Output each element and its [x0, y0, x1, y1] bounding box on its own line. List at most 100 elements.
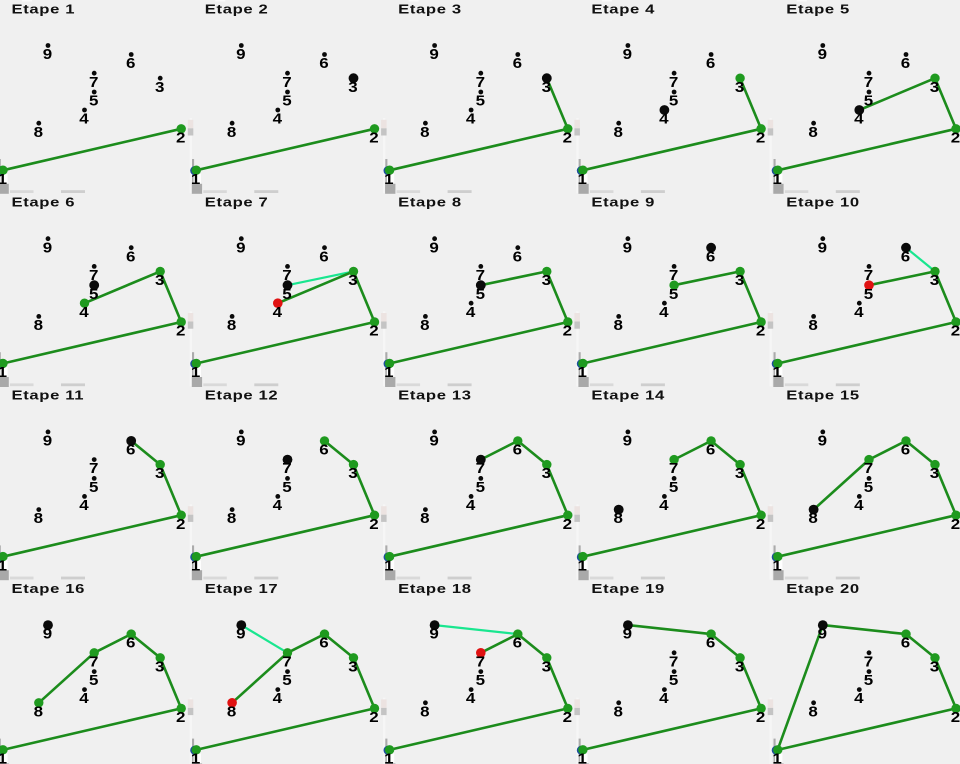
svg-text:3: 3	[155, 659, 165, 675]
svg-text:6: 6	[126, 56, 136, 72]
svg-text:Etape 4: Etape 4	[591, 2, 655, 17]
svg-text:8: 8	[227, 125, 237, 141]
svg-text:5: 5	[89, 287, 99, 303]
svg-text:9: 9	[818, 433, 828, 449]
svg-text:5: 5	[476, 480, 486, 496]
svg-text:8: 8	[420, 511, 430, 527]
svg-text:9: 9	[818, 240, 828, 256]
svg-text:4: 4	[466, 111, 476, 127]
svg-text:7: 7	[864, 75, 874, 91]
svg-text:Etape 8: Etape 8	[398, 195, 462, 210]
svg-text:2: 2	[176, 130, 186, 146]
svg-text:1: 1	[577, 751, 587, 764]
svg-text:8: 8	[808, 704, 818, 720]
svg-text:Etape 6: Etape 6	[12, 195, 76, 210]
svg-text:2: 2	[756, 130, 766, 146]
svg-text:6: 6	[901, 442, 911, 458]
svg-text:2: 2	[563, 323, 573, 339]
svg-text:7: 7	[89, 268, 99, 284]
svg-text:5: 5	[89, 93, 99, 109]
svg-text:Etape 20: Etape 20	[786, 582, 860, 597]
svg-text:Etape 15: Etape 15	[786, 388, 860, 403]
svg-text:5: 5	[89, 480, 99, 496]
svg-text:8: 8	[613, 125, 623, 141]
svg-text:2: 2	[176, 710, 186, 726]
svg-text:7: 7	[89, 461, 99, 477]
svg-text:6: 6	[513, 636, 523, 652]
svg-text:6: 6	[319, 636, 329, 652]
svg-text:Etape 19: Etape 19	[591, 582, 665, 597]
svg-text:7: 7	[282, 268, 292, 284]
svg-text:8: 8	[34, 125, 44, 141]
svg-text:3: 3	[542, 659, 552, 675]
svg-text:Etape 3: Etape 3	[398, 2, 462, 17]
svg-text:2: 2	[369, 710, 379, 726]
svg-text:4: 4	[659, 691, 669, 707]
svg-text:5: 5	[669, 673, 679, 689]
svg-text:8: 8	[34, 704, 44, 720]
svg-text:4: 4	[273, 111, 283, 127]
svg-text:7: 7	[864, 654, 874, 670]
svg-text:4: 4	[854, 691, 864, 707]
svg-text:7: 7	[669, 654, 679, 670]
svg-text:5: 5	[476, 93, 486, 109]
svg-text:4: 4	[79, 305, 89, 321]
svg-text:Etape 16: Etape 16	[12, 582, 86, 597]
svg-text:7: 7	[282, 461, 292, 477]
svg-text:6: 6	[126, 636, 136, 652]
svg-text:7: 7	[669, 75, 679, 91]
svg-text:4: 4	[854, 498, 864, 514]
svg-text:3: 3	[930, 466, 940, 482]
svg-text:Etape 7: Etape 7	[205, 195, 269, 210]
svg-text:2: 2	[176, 323, 186, 339]
svg-text:Etape 11: Etape 11	[12, 388, 85, 403]
svg-text:7: 7	[89, 654, 99, 670]
svg-text:9: 9	[818, 627, 828, 643]
svg-text:1: 1	[191, 365, 201, 381]
svg-text:1: 1	[384, 172, 394, 188]
svg-text:9: 9	[818, 47, 828, 63]
svg-text:2: 2	[951, 130, 960, 146]
svg-text:2: 2	[756, 517, 766, 533]
svg-text:6: 6	[126, 442, 136, 458]
svg-text:Etape 17: Etape 17	[205, 582, 279, 597]
svg-text:2: 2	[951, 517, 960, 533]
svg-text:9: 9	[43, 240, 53, 256]
svg-text:3: 3	[735, 659, 745, 675]
svg-text:5: 5	[864, 673, 874, 689]
svg-text:8: 8	[613, 318, 623, 334]
svg-text:2: 2	[756, 710, 766, 726]
svg-text:5: 5	[476, 673, 486, 689]
svg-text:2: 2	[563, 710, 573, 726]
svg-text:6: 6	[901, 249, 911, 265]
svg-text:1: 1	[577, 172, 587, 188]
svg-text:7: 7	[476, 461, 486, 477]
svg-text:1: 1	[577, 365, 587, 381]
svg-text:5: 5	[89, 673, 99, 689]
svg-text:1: 1	[772, 751, 782, 764]
svg-text:2: 2	[176, 517, 186, 533]
svg-text:7: 7	[282, 654, 292, 670]
svg-text:1: 1	[0, 172, 7, 188]
svg-text:6: 6	[513, 442, 523, 458]
svg-text:Etape 12: Etape 12	[205, 388, 279, 403]
svg-text:7: 7	[864, 268, 874, 284]
svg-text:8: 8	[227, 704, 237, 720]
svg-text:2: 2	[369, 130, 379, 146]
svg-text:7: 7	[476, 654, 486, 670]
svg-text:2: 2	[369, 517, 379, 533]
svg-text:6: 6	[319, 442, 329, 458]
svg-text:4: 4	[273, 305, 283, 321]
svg-text:5: 5	[864, 287, 874, 303]
svg-text:Etape 2: Etape 2	[205, 2, 269, 17]
svg-text:3: 3	[348, 80, 358, 96]
svg-text:7: 7	[864, 461, 874, 477]
svg-text:5: 5	[282, 287, 292, 303]
svg-text:9: 9	[623, 47, 633, 63]
svg-text:9: 9	[429, 47, 439, 63]
svg-text:3: 3	[542, 273, 552, 289]
svg-text:Etape 9: Etape 9	[591, 195, 655, 210]
svg-text:2: 2	[563, 517, 573, 533]
svg-text:6: 6	[901, 636, 911, 652]
svg-text:5: 5	[282, 673, 292, 689]
